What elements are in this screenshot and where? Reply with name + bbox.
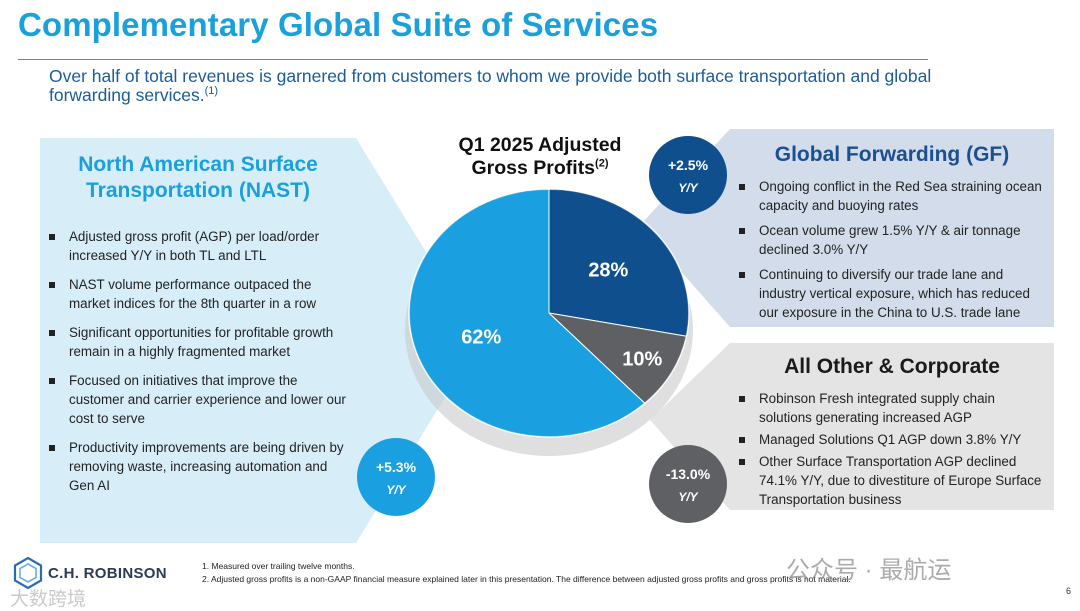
corner-watermark: 大数跨境 — [10, 589, 87, 610]
gf-bullet: Ongoing conflict in the Red Sea strainin… — [738, 177, 1048, 215]
page-number: 6 — [1066, 586, 1072, 596]
nast-growth-unit: Y/Y — [386, 483, 406, 497]
nast-panel — [40, 138, 480, 543]
subtitle-text: Over half of total revenues is garnered … — [49, 66, 932, 105]
corp-slice-label: 10% — [622, 348, 662, 370]
corp-growth-badge: -13.0% Y/Y — [649, 445, 727, 523]
hexagon-logo-icon — [13, 556, 43, 590]
gf-growth-unit: Y/Y — [678, 181, 698, 195]
gf-section: Global Forwarding (GF) Ongoing conflict … — [730, 129, 1054, 327]
corp-bullets: Robinson Fresh integrated supply chain s… — [738, 389, 1050, 512]
page-subtitle: Over half of total revenues is garnered … — [49, 67, 1009, 105]
footnote-2: 2. Adjusted gross profits is a non-GAAP … — [202, 574, 851, 584]
chart-title-text: Q1 2025 Adjusted Gross Profits — [458, 134, 622, 179]
nast-bullets: Adjusted gross profit (AGP) per load/ord… — [48, 227, 348, 505]
subtitle-note: (1) — [204, 85, 219, 98]
corp-section: All Other & Corporate Robinson Fresh int… — [730, 343, 1054, 510]
corp-bullet: Managed Solutions Q1 AGP down 3.8% Y/Y — [738, 430, 1050, 449]
company-logo-text: C.H. ROBINSON — [48, 565, 167, 582]
nast-bullet: Adjusted gross profit (AGP) per load/ord… — [48, 227, 348, 265]
nast-growth-badge: +5.3% Y/Y — [357, 438, 435, 516]
nast-title: North American Surface Transportation (N… — [40, 152, 356, 204]
nast-bullet: Significant opportunities for profitable… — [48, 323, 348, 361]
corp-growth-circle — [649, 445, 727, 523]
gf-slice-label: 28% — [588, 260, 628, 282]
corp-bullet: Robinson Fresh integrated supply chain s… — [738, 389, 1050, 427]
pie-rim — [408, 188, 690, 438]
gf-growth-circle — [649, 136, 727, 214]
chart-title: Q1 2025 Adjusted Gross Profits(2) — [430, 134, 650, 180]
nast-bullet: Productivity improvements are being driv… — [48, 438, 348, 495]
gf-bullet: Continuing to diversify our trade lane a… — [738, 265, 1048, 322]
gf-growth-badge: +2.5% Y/Y — [649, 136, 727, 214]
chart-title-note: (2) — [595, 157, 609, 170]
nast-bullet: Focused on initiatives that improve the … — [48, 371, 348, 428]
wechat-watermark: 公众号 · 最航运 — [786, 557, 952, 584]
corp-pie-slice — [547, 312, 688, 405]
nast-growth-value: +5.3% — [376, 459, 417, 475]
nast-title-line1: North American Surface — [78, 153, 318, 176]
corp-growth-value: -13.0% — [666, 466, 711, 482]
gf-title: Global Forwarding (GF) — [774, 143, 1010, 166]
nast-growth-circle — [357, 438, 435, 516]
nast-pie-slice — [408, 188, 646, 438]
nast-title-line2: Transportation (NAST) — [86, 179, 310, 202]
page-title: Complementary Global Suite of Services — [18, 6, 659, 43]
corp-growth-unit: Y/Y — [678, 490, 698, 504]
corp-bullet: Other Surface Transportation AGP decline… — [738, 452, 1050, 509]
gf-bullet: Ocean volume grew 1.5% Y/Y & air tonnage… — [738, 221, 1048, 259]
gf-growth-value: +2.5% — [668, 157, 709, 173]
title-divider — [18, 59, 928, 60]
footnote-1: 1. Measured over trailing twelve months. — [202, 561, 355, 571]
corp-panel — [650, 343, 1054, 510]
nast-section: North American Surface Transportation (N… — [40, 138, 356, 543]
nast-slice-label: 62% — [461, 327, 501, 349]
nast-bullet: NAST volume performance outpaced the mar… — [48, 275, 348, 313]
pie-chart: 28% 10% 62% — [408, 188, 690, 438]
corp-title: All Other & Corporate — [784, 355, 1000, 378]
gf-bullets: Ongoing conflict in the Red Sea strainin… — [738, 177, 1048, 328]
gf-pie-slice — [548, 188, 690, 337]
